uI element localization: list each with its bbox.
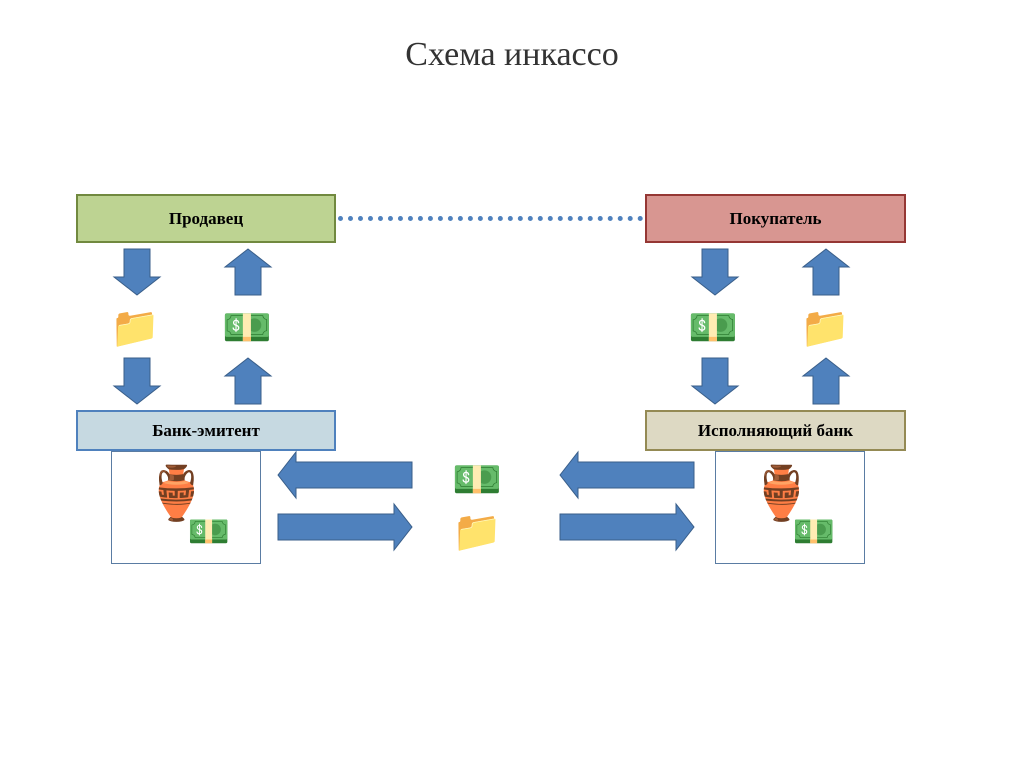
node-bank-executing: Исполняющий банк (645, 410, 906, 451)
node-seller: Продавец (76, 194, 336, 243)
documents-icon: 📁 (107, 303, 163, 351)
block-arrow (278, 452, 412, 498)
node-buyer: Покупатель (645, 194, 906, 243)
arrows-layer (0, 0, 1024, 767)
block-arrow (692, 249, 738, 295)
block-arrow (225, 249, 271, 295)
title-text: Схема инкассо (405, 36, 618, 73)
documents-icon: 📁 (797, 303, 853, 351)
cash-icon: 💵 (790, 512, 838, 553)
cash-icon: 💵 (449, 455, 505, 503)
block-arrow (560, 452, 694, 498)
block-arrow (803, 358, 849, 404)
cash-icon: 💵 (185, 512, 233, 553)
block-arrow (114, 358, 160, 404)
documents-icon: 📁 (449, 507, 505, 555)
node-label: Покупатель (729, 209, 821, 229)
node-label: Банк-эмитент (152, 421, 260, 441)
cash-icon: 💵 (219, 303, 275, 351)
node-label: Исполняющий банк (698, 421, 853, 441)
node-bank-issuer: Банк-эмитент (76, 410, 336, 451)
dotted-connector (338, 216, 643, 221)
cash-icon: 💵 (685, 303, 741, 351)
block-arrow (278, 504, 412, 550)
block-arrow (803, 249, 849, 295)
node-label: Продавец (169, 209, 243, 229)
block-arrow (560, 504, 694, 550)
block-arrow (225, 358, 271, 404)
page-title: Схема инкассо (0, 36, 1024, 74)
block-arrow (692, 358, 738, 404)
block-arrow (114, 249, 160, 295)
